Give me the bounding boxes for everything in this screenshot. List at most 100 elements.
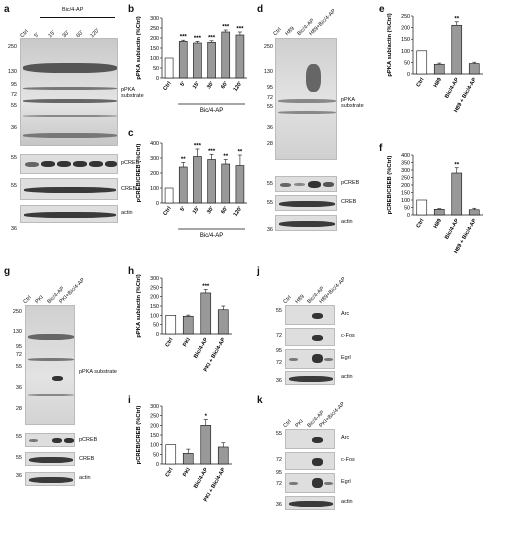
category-label-c-1: 5' [179,205,187,213]
bar-e-0 [416,50,428,75]
panel-g-pcreb-blot [25,433,75,447]
y-tick-label-e-3: 150 [401,37,410,43]
bar-f-3 [468,209,480,216]
panel-k-egrl-blot [285,473,335,493]
category-label-f-1: H89 [433,218,443,230]
panel-label-g: g [4,266,11,277]
category-label-c-4: 60' [220,205,230,215]
significance-b-5: *** [236,27,244,33]
panel-d-lane-2: H89 [284,25,296,38]
panel-g-actin-label: actin [79,475,91,481]
y-tick-label-c-2: 200 [150,171,159,177]
panel-d-lane-1: Ctrl [272,26,283,38]
panel-a-pcreb-blot [20,154,118,174]
category-label-e-0: Ctrl [416,77,426,89]
y-tick-label-h-0: 0 [156,332,159,338]
y-axis-label-i: pCREB/CREB (%Ctrl) [136,406,142,465]
category-label-e-1: H89 [433,77,443,89]
panel-g-creb-blot [25,452,75,466]
panel-k-cfos-blot [285,452,335,470]
bar-chart-h: 0 50 100 150 200 250 300 pPKA sub/actin (%Ctrl)… [136,274,232,373]
y-tick-label-f-3: 150 [401,191,410,197]
y-tick-label-h-2: 100 [150,313,159,319]
panel-label-b: b [128,4,135,15]
y-tick-label-b-5: 250 [150,26,159,32]
category-label-e-2: Bic/4-AP [444,77,461,100]
y-tick-label-c-0: 0 [156,201,159,207]
y-tick-label-h-1: 50 [153,323,159,329]
bar-e-3 [468,63,480,75]
category-label-b-5: 120' [233,80,244,93]
bar-e-1 [433,63,445,75]
y-axis-label-e: pPKA sub/actin (%Ctrl) [387,13,393,76]
bar-b-0 [164,57,174,79]
panel-k-actin-blot [285,496,335,510]
y-tick-label-e-0: 0 [407,72,410,78]
y-axis-label-h: pPKA sub/actin (%Ctrl) [136,274,142,337]
category-label-b-2: 15' [192,80,202,90]
y-tick-label-b-4: 200 [150,36,159,42]
panel-j-actin-blot [285,371,335,385]
panel-a-pcreb-label: pCREB [121,160,140,166]
panel-g-pcreb-label: pCREB [79,437,98,443]
y-tick-label-f-6: 300 [401,168,410,174]
panel-k-actin-label: actin [341,499,353,505]
panel-g-lane-1: Ctrl [22,294,33,306]
panel-j-egrl-blot [285,349,335,369]
category-label-h-2: Bic/4-AP [193,337,210,360]
panel-d-pcreb-blot [275,176,337,192]
y-tick-label-b-2: 100 [150,56,159,62]
significance-i-2: * [205,414,208,420]
panel-a-ppka-blot [20,38,118,146]
panel-a-ppka-label: pPKA substrate [121,87,144,99]
y-tick-label-f-8: 400 [401,153,410,159]
significance-b-3: *** [208,35,216,41]
panel-g-lane-2: PKI [34,294,45,306]
panel-label-k: k [257,395,263,406]
panel-j-cfos-blot [285,328,335,346]
bar-b-3 [207,42,216,79]
panel-a-creb-label: CREB [121,186,137,192]
bar-c-0 [164,187,174,204]
significance-e-2: ** [454,16,459,22]
category-label-i-2: Bic/4-AP [193,467,210,490]
panel-k-lane-1: Ctrl [282,418,293,430]
bar-chart-i: 0 50 100 150 200 250 300 pCREB/CREB (%Ctrl) Ctrl… [136,404,232,503]
significance-c-5: ** [238,150,243,156]
bar-h-2 [200,292,212,335]
panel-a-group-line [40,17,115,18]
significance-c-4: ** [223,154,228,160]
category-label-f-2: Bic/4-AP [444,218,461,241]
bar-c-3 [207,159,216,204]
panel-label-f: f [379,143,383,154]
bar-i-2 [200,425,212,465]
panel-label-e: e [379,4,385,15]
panel-k-arc-blot [285,429,335,449]
y-axis-label-b: pPKA sub/actin (%Ctrl) [136,16,142,79]
significance-f-2: ** [454,162,459,168]
panel-d-actin-blot [275,215,337,231]
panel-label-c: c [128,128,134,139]
panel-d-actin-label: actin [341,219,353,225]
y-tick-label-f-5: 250 [401,176,410,182]
group-label-b: Bic/4-AP [200,108,223,114]
panel-g-ppka-label: pPKA substrate [79,369,117,375]
y-tick-label-i-5: 250 [150,414,159,420]
significance-c-1: ** [181,157,186,163]
y-tick-label-f-0: 0 [407,213,410,219]
panel-j-cfos-label: c-Fos [341,333,355,339]
y-tick-label-f-4: 200 [401,183,410,189]
bar-i-0 [165,444,177,465]
y-tick-label-e-2: 100 [401,49,410,55]
category-label-b-3: 30' [206,80,216,90]
category-label-c-3: 30' [206,205,216,215]
y-tick-label-h-6: 300 [150,276,159,282]
y-tick-label-f-2: 100 [401,198,410,204]
bar-f-0 [416,199,428,216]
bar-b-1 [178,41,188,79]
category-label-i-0: Ctrl [165,467,175,479]
bar-f-2 [451,172,463,216]
panel-k-lane-2: PKI [294,418,305,430]
category-label-h-0: Ctrl [165,337,175,349]
